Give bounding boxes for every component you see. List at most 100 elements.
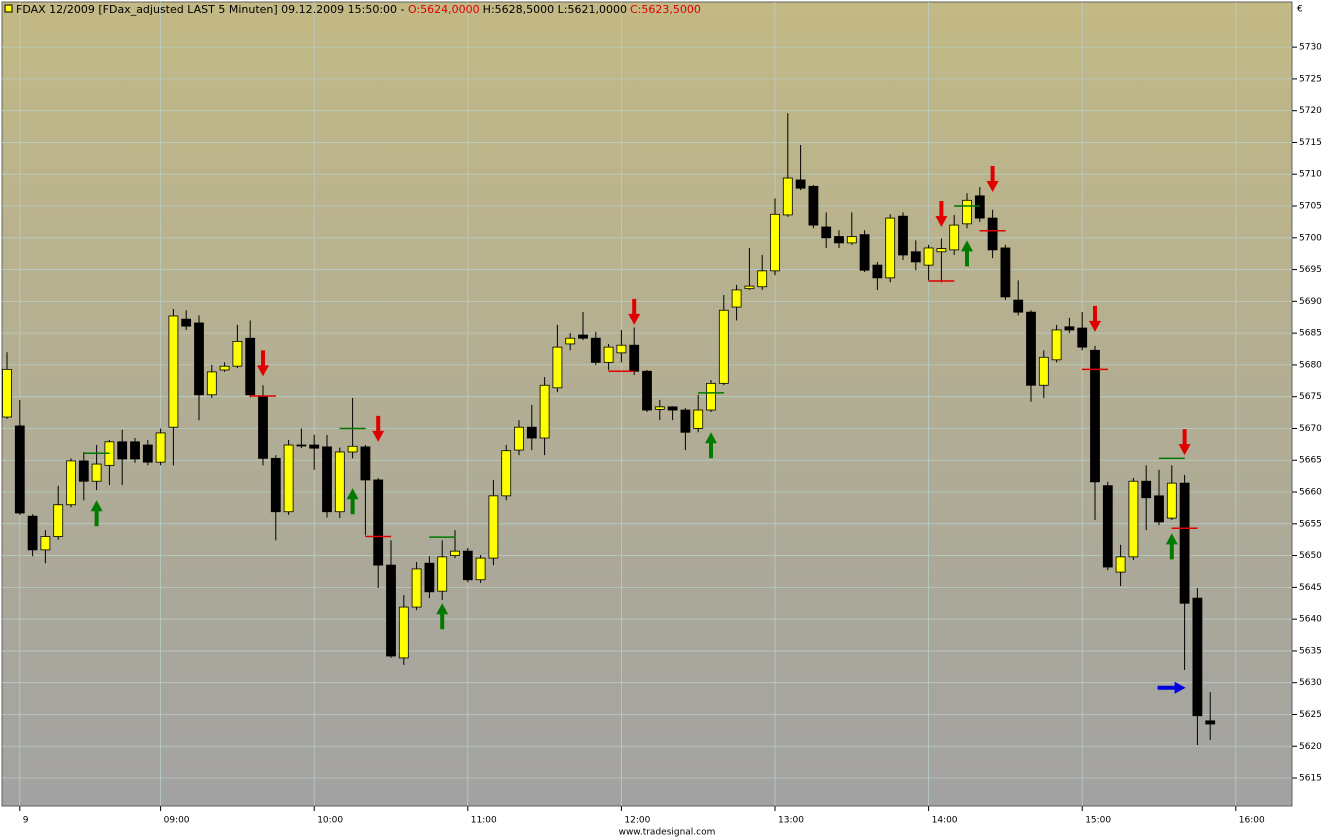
candle-body [1115, 556, 1126, 573]
candle-body [923, 247, 934, 266]
candle-body [283, 444, 294, 513]
candle-body [514, 426, 524, 451]
sell-arrow [1178, 429, 1191, 456]
x-tick-label: 11:00 [471, 816, 497, 826]
sell-arrow [628, 298, 641, 325]
candle-body [117, 441, 128, 460]
candle-body [667, 406, 678, 411]
y-tick-label: 5635 [1299, 646, 1322, 656]
candle-body [962, 199, 972, 225]
x-tick-label: 13:00 [778, 816, 804, 826]
grid [2, 2, 1297, 811]
candle-body [334, 451, 345, 513]
candle-body [706, 382, 716, 411]
sell-arrow [986, 166, 999, 193]
candle-body [424, 562, 435, 593]
candle-body [347, 445, 358, 453]
candle-body [2, 368, 12, 418]
candle-body [78, 460, 89, 482]
buy-arrow [90, 500, 103, 527]
candle-body [578, 334, 588, 339]
buy-arrow [436, 603, 449, 630]
candle-body [360, 446, 371, 481]
candle-body [488, 495, 499, 559]
chart-header: FDAX 12/2009 [FDax_adjusted LAST 5 Minut… [16, 3, 701, 16]
candle-body [130, 441, 140, 460]
y-tick-label: 5685 [1299, 329, 1322, 339]
buy-arrow [1165, 533, 1178, 560]
y-tick-label: 5650 [1299, 551, 1322, 561]
y-tick-label: 5700 [1299, 233, 1322, 243]
candle-body [1013, 299, 1024, 313]
candle-body [1064, 326, 1075, 331]
candle-body [910, 251, 921, 263]
candle-body [846, 236, 857, 244]
candle-body [782, 177, 793, 216]
candle-body [1090, 349, 1100, 483]
candle-body [91, 463, 102, 482]
footer: www.tradesignal.com [619, 828, 716, 838]
candle-body [1051, 329, 1062, 361]
y-tick-label: 5670 [1299, 424, 1322, 434]
candle-body [616, 344, 627, 354]
candle-body [693, 409, 704, 429]
y-tick-label: 5645 [1299, 583, 1322, 593]
candle-body [1154, 495, 1164, 523]
x-tick-label: 12:00 [624, 816, 650, 826]
candle-body [526, 426, 537, 439]
candle-body [834, 236, 844, 244]
sell-arrow [257, 350, 269, 377]
y-tick-label: 5730 [1299, 43, 1322, 53]
y-tick-label: 5675 [1299, 392, 1322, 402]
candle-body [501, 450, 512, 497]
candle-body [654, 406, 665, 410]
sell-arrow [1089, 305, 1101, 332]
candle-body [1038, 356, 1049, 386]
candle-body [194, 322, 204, 396]
candle-body [14, 425, 25, 514]
sell-arrow [372, 415, 385, 442]
candle-body [1026, 311, 1036, 386]
y-tick-label: 5725 [1299, 74, 1322, 84]
candle-body [296, 444, 307, 447]
candle-body [1192, 597, 1203, 717]
candle-body [565, 337, 576, 345]
y-tick-label: 5710 [1299, 170, 1322, 180]
y-tick-label: 5620 [1299, 742, 1322, 752]
candle-body [475, 557, 486, 581]
buy-arrow [705, 432, 717, 459]
y-tick-label: 5695 [1299, 265, 1322, 275]
y-tick-label: 5625 [1299, 710, 1322, 720]
x-tick-label: 16:00 [1239, 816, 1265, 826]
header-instrument: FDAX 12/2009 [FDax_adjusted LAST 5 Minut… [16, 3, 408, 16]
candle-body [1077, 327, 1088, 348]
candle-body [949, 224, 960, 251]
series-icon [4, 4, 13, 13]
candle-body [731, 289, 742, 308]
candle-body [232, 340, 243, 367]
candle-body [1205, 720, 1216, 725]
candle-body [411, 568, 422, 608]
candle-body [1166, 482, 1177, 519]
candle-body [1000, 247, 1011, 298]
y-tick-label: 5715 [1299, 138, 1322, 148]
y-tick-label: 5680 [1299, 360, 1322, 370]
y-tick-label: 5660 [1299, 488, 1322, 498]
candle-body [898, 215, 908, 256]
candle-body [206, 371, 217, 396]
candle-body [603, 346, 614, 363]
candle-body [53, 504, 64, 537]
candle-body [757, 270, 768, 288]
candle-body [258, 395, 268, 459]
y-tick-label: 5615 [1299, 774, 1322, 784]
x-tick-label: 14:00 [932, 816, 958, 826]
candle-body [872, 264, 883, 279]
candle-body [642, 370, 652, 411]
candle-body [552, 346, 563, 389]
y-tick-label: 5720 [1299, 106, 1322, 116]
candle-body [680, 409, 691, 433]
candle-body [744, 285, 755, 290]
sell-arrow [935, 200, 948, 227]
candle-body [590, 337, 601, 363]
